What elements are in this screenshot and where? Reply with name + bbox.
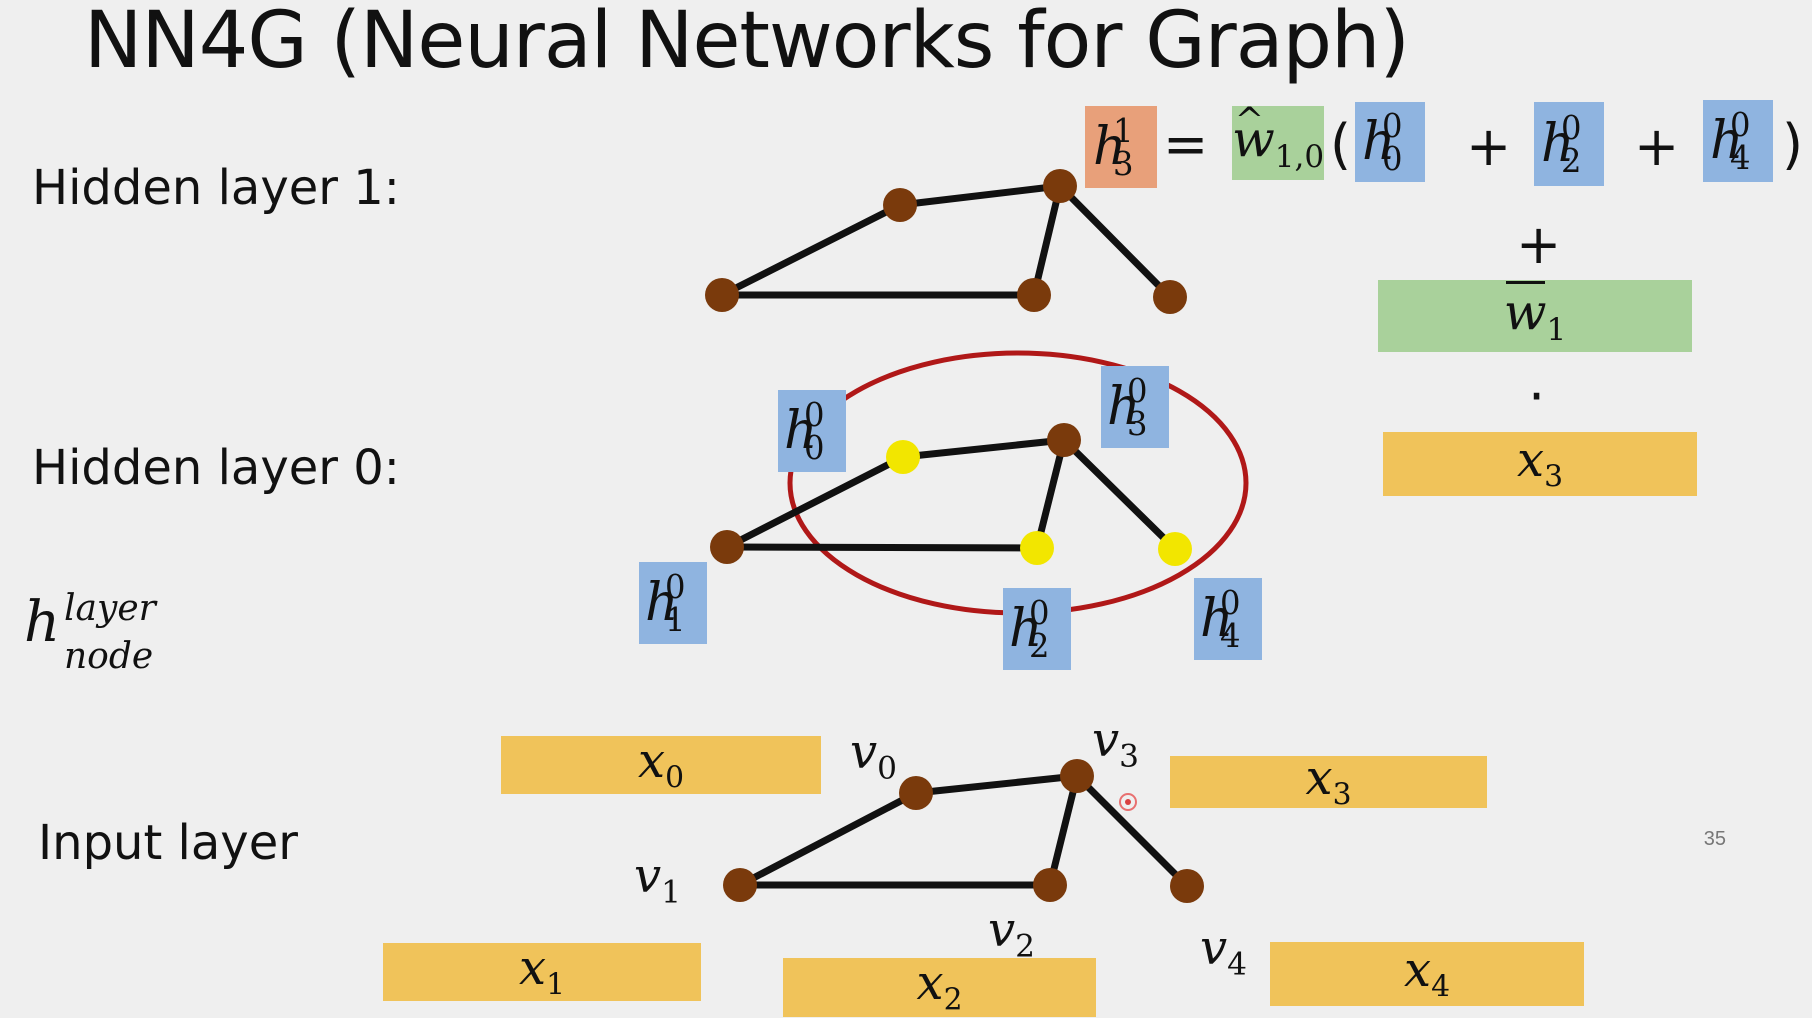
input-layer-label: Input layer <box>38 815 298 871</box>
cursor-dot-icon <box>1119 793 1137 811</box>
notation-h-layer-node: h layer node <box>24 588 156 677</box>
notation-sub: node <box>64 636 154 677</box>
hidden-layer-0-graph <box>723 436 1179 553</box>
h1-node-v2 <box>1017 278 1051 312</box>
eq-plus-1: + <box>1466 115 1512 178</box>
hidden-layer-1-nodes <box>705 169 1187 314</box>
hidden-layer-0-nodes <box>710 423 1192 566</box>
feature-x1: x1 <box>383 943 701 1001</box>
notation-base: h <box>24 590 61 655</box>
h0-node-v1 <box>710 530 744 564</box>
in-node-v3 <box>1060 759 1094 793</box>
feature-x4: x4 <box>1270 942 1584 1006</box>
h0-node-v2-highlight <box>1020 531 1054 565</box>
feature-x0: x0 <box>501 736 821 794</box>
notation-sup: layer <box>64 588 156 629</box>
eq-weight-hat: w ^ 1,0 <box>1231 100 1325 175</box>
eq-x3-box: x3 <box>1383 432 1697 496</box>
feature-x2: x2 <box>783 958 1096 1017</box>
in-node-v0 <box>899 776 933 810</box>
hidden-layer-0-label: Hidden layer 0: <box>32 440 400 496</box>
h0-node-v0-highlight <box>886 440 920 474</box>
node-label-v0: v0 <box>850 724 897 787</box>
hidden-layer-1-graph <box>718 182 1174 301</box>
feature-x3: x3 <box>1170 754 1487 810</box>
node-label-v4: v4 <box>1200 920 1247 983</box>
eq-open-paren: ( <box>1330 113 1352 176</box>
input-layer-nodes <box>723 759 1204 903</box>
h1-node-v1 <box>705 278 739 312</box>
h1-node-v4 <box>1153 280 1187 314</box>
slide-title: NN4G (Neural Networks for Graph) <box>84 0 1410 86</box>
eq-close-paren: ) <box>1782 113 1804 176</box>
node-label-v1: v1 <box>634 848 681 911</box>
page-number: 35 <box>1703 828 1726 850</box>
h1-node-v0 <box>883 188 917 222</box>
cursor-dot-center <box>1125 799 1131 805</box>
in-node-v4 <box>1170 869 1204 903</box>
eq-dot: · <box>1528 365 1546 428</box>
h1-node-v3 <box>1043 169 1077 203</box>
in-node-v2 <box>1033 868 1067 902</box>
h0-node-v3 <box>1047 423 1081 457</box>
eq-weight-hat-box: w ^ 1,0 <box>1231 100 1325 180</box>
eq-plus-2: + <box>1634 115 1680 178</box>
input-layer-graph <box>736 772 1191 890</box>
hidden-layer-1-label: Hidden layer 1: <box>32 160 400 216</box>
eq-plus-3: + <box>1516 213 1562 276</box>
h0-node-v4-highlight <box>1158 532 1192 566</box>
eq-equals: = <box>1163 113 1209 176</box>
node-label-v2: v2 <box>988 902 1035 965</box>
in-node-v1 <box>723 868 757 902</box>
node-label-v3: v3 <box>1092 712 1139 775</box>
